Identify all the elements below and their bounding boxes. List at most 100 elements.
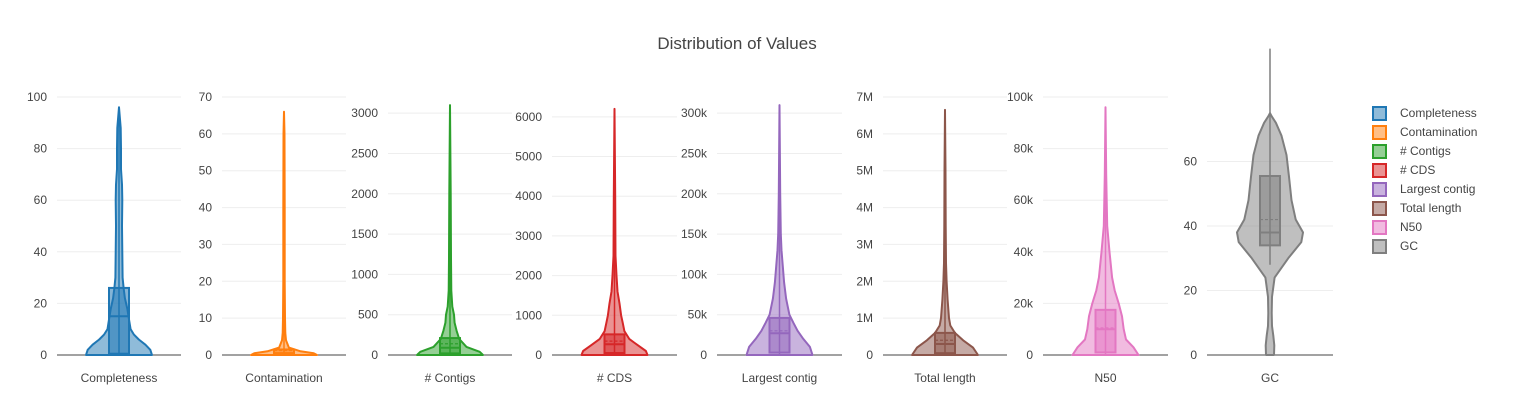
legend[interactable]: Completeness Contamination # Contigs # CDS L… <box>1372 106 1477 254</box>
legend-item-4[interactable]: # CDS <box>1372 163 1435 178</box>
y-tick-label: 0 <box>40 348 47 362</box>
legend-label: Total length <box>1400 201 1461 215</box>
y-tick-label: 60 <box>34 193 48 207</box>
y-tick-label: 50k <box>688 308 708 322</box>
y-tick-label: 0 <box>1190 348 1197 362</box>
legend-label: GC <box>1400 239 1418 253</box>
y-tick-label: 40 <box>34 245 48 259</box>
violin-panels: 0 20 40 60 80 100 Completeness 0 10 20 30 40 50 60 70 C… <box>27 48 1333 385</box>
y-tick-label: 3M <box>856 237 873 251</box>
y-tick-label: 0 <box>700 348 707 362</box>
x-axis-label: Largest contig <box>742 371 817 385</box>
legend-swatch <box>1372 220 1387 235</box>
y-tick-label: 1500 <box>351 227 378 241</box>
legend-item-7[interactable]: N50 <box>1372 220 1422 235</box>
y-tick-label: 60k <box>1014 193 1034 207</box>
y-tick-label: 500 <box>358 308 378 322</box>
y-tick-label: 150k <box>681 227 708 241</box>
violin-panel-6: 0 1M 2M 3M 4M 5M 6M 7M Total length <box>856 90 1007 385</box>
legend-swatch <box>1372 239 1387 254</box>
y-tick-label: 60 <box>1184 155 1198 169</box>
violin-panel-4: 0 1000 2000 3000 4000 5000 6000 # CDS <box>515 107 677 385</box>
legend-label: # Contigs <box>1400 144 1451 158</box>
box-iqr <box>108 286 130 355</box>
legend-item-5[interactable]: Largest contig <box>1372 182 1475 197</box>
x-axis-label: # CDS <box>597 371 632 385</box>
box-iqr <box>1259 175 1281 247</box>
box-iqr <box>1094 308 1117 354</box>
x-axis-label: # Contigs <box>425 371 476 385</box>
y-tick-label: 80 <box>34 142 48 156</box>
y-tick-label: 300k <box>681 106 708 120</box>
legend-label: N50 <box>1400 220 1422 234</box>
y-tick-label: 10 <box>199 311 213 325</box>
box-iqr <box>273 348 295 356</box>
violin-panel-3: 0 500 1000 1500 2000 2500 3000 # Contigs <box>351 104 512 385</box>
y-tick-label: 2000 <box>515 269 542 283</box>
y-tick-label: 4000 <box>515 189 542 203</box>
y-tick-label: 60 <box>199 127 213 141</box>
y-tick-label: 3000 <box>351 106 378 120</box>
legend-swatch <box>1372 125 1387 140</box>
legend-swatch <box>1372 106 1387 121</box>
legend-label: Largest contig <box>1400 182 1475 196</box>
y-tick-label: 0 <box>371 348 378 362</box>
legend-label: Contamination <box>1400 125 1477 139</box>
y-tick-label: 2000 <box>351 187 378 201</box>
x-axis-label: Total length <box>914 371 975 385</box>
x-axis-label: Contamination <box>245 371 322 385</box>
chart-title: Distribution of Values <box>657 34 816 53</box>
y-tick-label: 20 <box>34 296 48 310</box>
y-tick-label: 100 <box>27 90 47 104</box>
y-tick-label: 2M <box>856 274 873 288</box>
y-tick-label: 40k <box>1014 245 1034 259</box>
legend-swatch <box>1372 144 1387 159</box>
y-tick-label: 1M <box>856 311 873 325</box>
y-tick-label: 6000 <box>515 110 542 124</box>
legend-label: Completeness <box>1400 106 1477 120</box>
y-tick-label: 3000 <box>515 229 542 243</box>
y-tick-label: 100k <box>1007 90 1034 104</box>
y-tick-label: 80k <box>1014 142 1034 156</box>
x-axis-label: GC <box>1261 371 1279 385</box>
y-tick-label: 70 <box>199 90 213 104</box>
violin-panel-2: 0 10 20 30 40 50 60 70 Contamination <box>199 90 346 385</box>
legend-label: # CDS <box>1400 163 1435 177</box>
y-tick-label: 2500 <box>351 146 378 160</box>
y-tick-label: 200k <box>681 187 708 201</box>
legend-swatch <box>1372 163 1387 178</box>
violin-panel-7: 0 20k 40k 60k 80k 100k N50 <box>1007 90 1168 385</box>
legend-swatch <box>1372 201 1387 216</box>
y-tick-label: 6M <box>856 127 873 141</box>
y-tick-label: 40 <box>1184 219 1198 233</box>
y-tick-label: 0 <box>205 348 212 362</box>
violin-panel-8: 0 20 40 60 GC <box>1184 48 1333 385</box>
box-iqr <box>768 316 791 354</box>
legend-swatch <box>1372 182 1387 197</box>
y-tick-label: 20k <box>1014 296 1034 310</box>
y-tick-label: 0 <box>1026 348 1033 362</box>
y-tick-label: 30 <box>199 237 213 251</box>
legend-item-3[interactable]: # Contigs <box>1372 144 1451 159</box>
y-tick-label: 5000 <box>515 150 542 164</box>
legend-item-2[interactable]: Contamination <box>1372 125 1477 140</box>
y-tick-label: 20 <box>199 274 213 288</box>
legend-item-1[interactable]: Completeness <box>1372 106 1477 121</box>
y-tick-label: 40 <box>199 201 213 215</box>
violin-panel-5: 0 50k 100k 150k 200k 250k 300k Largest contig <box>681 104 842 385</box>
y-tick-label: 5M <box>856 164 873 178</box>
y-tick-label: 4M <box>856 201 873 215</box>
y-tick-label: 250k <box>681 146 708 160</box>
legend-item-6[interactable]: Total length <box>1372 201 1461 216</box>
y-tick-label: 50 <box>199 164 213 178</box>
violin-panel-1: 0 20 40 60 80 100 Completeness <box>27 90 181 385</box>
legend-item-8[interactable]: GC <box>1372 239 1418 254</box>
box-iqr <box>439 337 461 355</box>
x-axis-label: Completeness <box>81 371 158 385</box>
y-tick-label: 0 <box>866 348 873 362</box>
y-tick-label: 20 <box>1184 284 1198 298</box>
y-tick-label: 7M <box>856 90 873 104</box>
y-tick-label: 1000 <box>351 267 378 281</box>
y-tick-label: 100k <box>681 267 708 281</box>
